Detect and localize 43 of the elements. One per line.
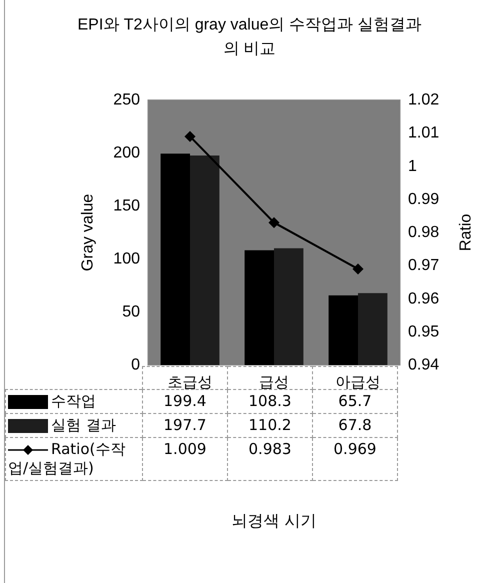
y-axis-title: Gray value bbox=[80, 194, 96, 272]
point bbox=[184, 130, 196, 142]
x-tick-label: 아급성 bbox=[336, 374, 380, 391]
data-label: 199.4 bbox=[142, 390, 228, 414]
y-tick-label: 0 bbox=[131, 356, 140, 374]
y-tick-label: 100 bbox=[113, 250, 140, 268]
x-tick-label: 초급성 bbox=[168, 374, 212, 391]
y-tick-label: 250 bbox=[113, 92, 140, 108]
y-tick-label: 200 bbox=[113, 144, 140, 162]
chart-title: EPI와 T2사이의 gray value의 수작업과 실험결과의 비교 bbox=[77, 16, 422, 58]
data-label: 67.8 bbox=[312, 414, 398, 438]
y2-tick-label: 0.96 bbox=[408, 290, 440, 308]
data-label: 1.009 bbox=[142, 438, 228, 480]
y2-tick-label: 1.02 bbox=[408, 92, 440, 108]
bar bbox=[274, 248, 304, 365]
data-label: 110.2 bbox=[228, 414, 312, 438]
bar bbox=[244, 250, 274, 365]
legend-label: 실험 결과 bbox=[51, 416, 116, 434]
bar bbox=[358, 293, 388, 365]
data-label: 108.3 bbox=[228, 390, 312, 414]
legend-label: Ratio(수작업/실험결과) bbox=[8, 440, 126, 477]
y2-tick-label: 1.01 bbox=[408, 124, 440, 142]
data-label: 197.7 bbox=[142, 414, 228, 438]
y2-tick-label: 0.97 bbox=[408, 257, 440, 274]
y2-tick-label: 0.95 bbox=[408, 323, 440, 340]
point bbox=[352, 263, 364, 274]
y2-tick-label: 0.94 bbox=[408, 356, 440, 374]
bar bbox=[328, 295, 358, 365]
data-label: 65.7 bbox=[312, 390, 398, 414]
y-tick-label: 150 bbox=[113, 198, 140, 214]
bar bbox=[190, 155, 220, 365]
point bbox=[268, 217, 280, 228]
y2-axis-title: Ratio bbox=[458, 214, 474, 252]
y2-tick-label: 0.99 bbox=[408, 190, 440, 208]
y2-tick-label: 0.98 bbox=[408, 224, 440, 241]
y-tick-label: 50 bbox=[122, 304, 140, 320]
y2-tick-label: 1 bbox=[408, 158, 417, 175]
text: 뇌경색 시기 bbox=[230, 511, 318, 532]
data-label: 0.983 bbox=[228, 438, 312, 480]
legend-label: 수작업 bbox=[51, 392, 96, 410]
bar bbox=[160, 154, 190, 365]
x-tick-label: 급성 bbox=[259, 374, 289, 391]
data-label: 0.969 bbox=[312, 438, 398, 480]
